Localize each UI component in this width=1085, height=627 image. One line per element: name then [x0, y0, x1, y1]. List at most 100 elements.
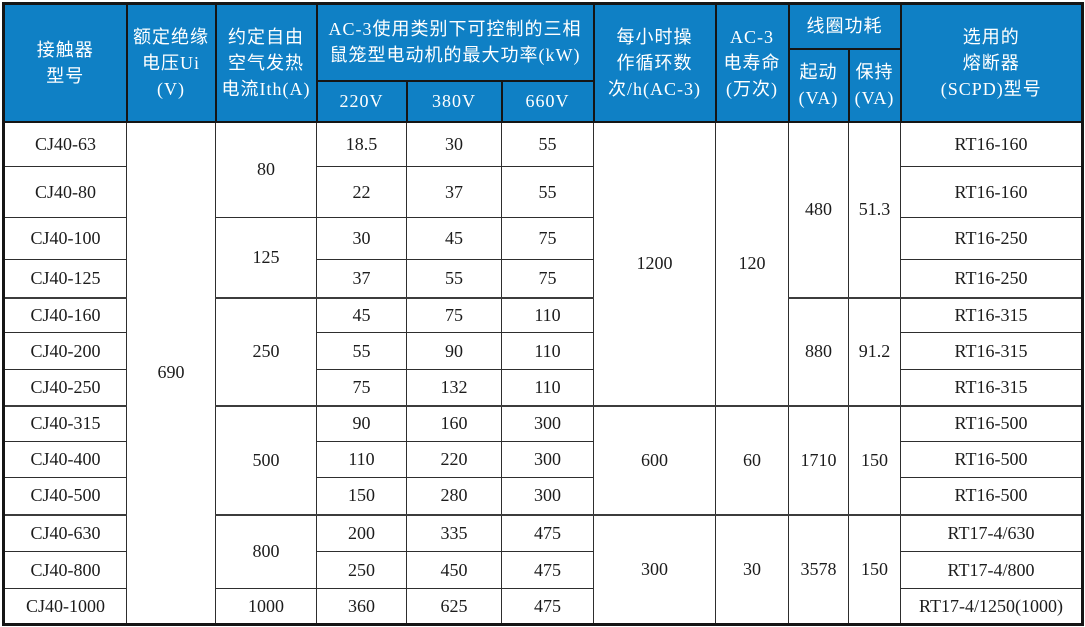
kw660-cell: 75: [501, 259, 594, 298]
ith-header: 约定自由 空气发热 电流Ith(A): [214, 2, 318, 123]
kw380-cell: 160: [406, 404, 502, 442]
kw660-header: 660V: [500, 79, 595, 123]
fuse-cell: RT16-160: [900, 121, 1083, 167]
fuse-cell: RT17-4/1250(1000): [900, 588, 1083, 625]
kw660-cell: 300: [501, 477, 594, 515]
coil-hold-header: 保持 (VA): [847, 47, 902, 123]
model-cell: CJ40-200: [3, 332, 127, 370]
ith-cell: 1000: [215, 588, 317, 625]
table-row: CJ40-100 125 30 45 75 RT16-250: [3, 217, 1083, 298]
cycles-cell: 1200: [593, 121, 716, 406]
kw220-cell: 45: [316, 296, 407, 333]
kw380-cell: 450: [406, 551, 502, 589]
ith-cell: 125: [215, 217, 317, 298]
life-cell: 60: [715, 404, 789, 515]
kw220-cell: 360: [316, 588, 407, 625]
table-row: CJ40-800 250 450 475 RT17-4/800: [3, 551, 1083, 589]
kw220-cell: 55: [316, 332, 407, 370]
life-cell: 30: [715, 513, 789, 625]
model-cell: CJ40-800: [3, 551, 127, 589]
coil-hold-cell: 150: [848, 404, 901, 515]
fuse-cell: RT16-315: [900, 332, 1083, 370]
table-row: CJ40-200 55 90 110 RT16-315: [3, 332, 1083, 370]
table-row: CJ40-80 22 37 55 RT16-160: [3, 166, 1083, 218]
kw220-cell: 30: [316, 217, 407, 260]
table-row: CJ40-630 800 200 335 475 300 30 3578 150…: [3, 513, 1083, 625]
table-row: CJ40-400 110 220 300 RT16-500: [3, 441, 1083, 478]
kw380-header: 380V: [405, 79, 503, 123]
kw-group-header: AC-3使用类别下可控制的三相 鼠笼型电动机的最大功率(kW): [315, 2, 595, 82]
kw220-cell: 200: [316, 513, 407, 552]
model-cell: CJ40-400: [3, 441, 127, 478]
kw660-cell: 110: [501, 332, 594, 370]
table-row: CJ40-315 500 90 160 300 600 60 1710 150 …: [3, 404, 1083, 515]
model-cell: CJ40-80: [3, 166, 127, 218]
kw220-cell: 18.5: [316, 121, 407, 167]
fuse-cell: RT16-315: [900, 369, 1083, 406]
model-cell: CJ40-100: [3, 217, 127, 260]
coil-start-header: 起动 (VA): [787, 47, 850, 123]
kw380-cell: 75: [406, 296, 502, 333]
life-header: AC-3 电寿命 (万次): [714, 2, 790, 123]
fuse-cell: RT16-250: [900, 259, 1083, 298]
ith-cell: 800: [215, 513, 317, 589]
table-row: CJ40-250 75 132 110 RT16-315: [3, 369, 1083, 406]
model-cell: CJ40-630: [3, 513, 127, 552]
fuse-cell: RT17-4/800: [900, 551, 1083, 589]
cycles-header: 每小时操 作循环数 次/h(AC-3): [592, 2, 717, 123]
fuse-cell: RT16-315: [900, 296, 1083, 333]
table-row: CJ40-1000 1000 360 625 475 RT17-4/1250(1…: [3, 588, 1083, 625]
table-header: 接触器 型号 额定绝缘 电压Ui (V) 约定自由 空气发热 电流Ith(A) …: [2, 2, 1084, 123]
table-row: CJ40-125 37 55 75 RT16-250: [3, 259, 1083, 298]
coil-start-cell: 1710: [788, 404, 849, 515]
kw220-cell: 250: [316, 551, 407, 589]
kw380-cell: 280: [406, 477, 502, 515]
kw660-cell: 55: [501, 121, 594, 167]
kw380-cell: 625: [406, 588, 502, 625]
model-cell: CJ40-315: [3, 404, 127, 442]
fuse-cell: RT16-500: [900, 404, 1083, 442]
ith-cell: 250: [215, 296, 317, 406]
kw660-cell: 475: [501, 551, 594, 589]
ui-cell: 690: [126, 121, 216, 625]
kw220-cell: 22: [316, 166, 407, 218]
cycles-cell: 600: [593, 404, 716, 515]
fuse-cell: RT16-500: [900, 441, 1083, 478]
kw220-cell: 37: [316, 259, 407, 298]
kw660-cell: 110: [501, 296, 594, 333]
kw380-cell: 30: [406, 121, 502, 167]
model-cell: CJ40-1000: [3, 588, 127, 625]
ui-header: 额定绝缘 电压Ui (V): [125, 2, 217, 123]
kw380-cell: 55: [406, 259, 502, 298]
kw380-cell: 132: [406, 369, 502, 406]
table-row: CJ40-160 250 45 75 110 880 91.2 RT16-315: [3, 296, 1083, 406]
coil-start-cell: 880: [788, 296, 849, 406]
fuse-cell: RT16-160: [900, 166, 1083, 218]
kw380-cell: 45: [406, 217, 502, 260]
ith-cell: 500: [215, 404, 317, 515]
coil-hold-cell: 91.2: [848, 296, 901, 406]
fuse-cell: RT16-250: [900, 217, 1083, 260]
coil-start-cell: 3578: [788, 513, 849, 625]
table-body: CJ40-63 690 80 18.5 30 55 1200 120 480 5…: [3, 121, 1083, 625]
table-row: CJ40-500 150 280 300 RT16-500: [3, 477, 1083, 515]
model-cell: CJ40-250: [3, 369, 127, 406]
coil-group-header: 线圈功耗: [787, 2, 902, 50]
model-cell: CJ40-63: [3, 121, 127, 167]
kw660-cell: 300: [501, 441, 594, 478]
kw660-cell: 55: [501, 166, 594, 218]
kw660-cell: 475: [501, 588, 594, 625]
kw380-cell: 90: [406, 332, 502, 370]
kw220-cell: 110: [316, 441, 407, 478]
model-cell: CJ40-500: [3, 477, 127, 515]
kw660-cell: 475: [501, 513, 594, 552]
kw220-cell: 90: [316, 404, 407, 442]
cycles-cell: 300: [593, 513, 716, 625]
kw380-cell: 220: [406, 441, 502, 478]
model-header: 接触器 型号: [2, 2, 128, 123]
kw220-cell: 150: [316, 477, 407, 515]
fuse-cell: RT17-4/630: [900, 513, 1083, 552]
kw660-cell: 110: [501, 369, 594, 406]
